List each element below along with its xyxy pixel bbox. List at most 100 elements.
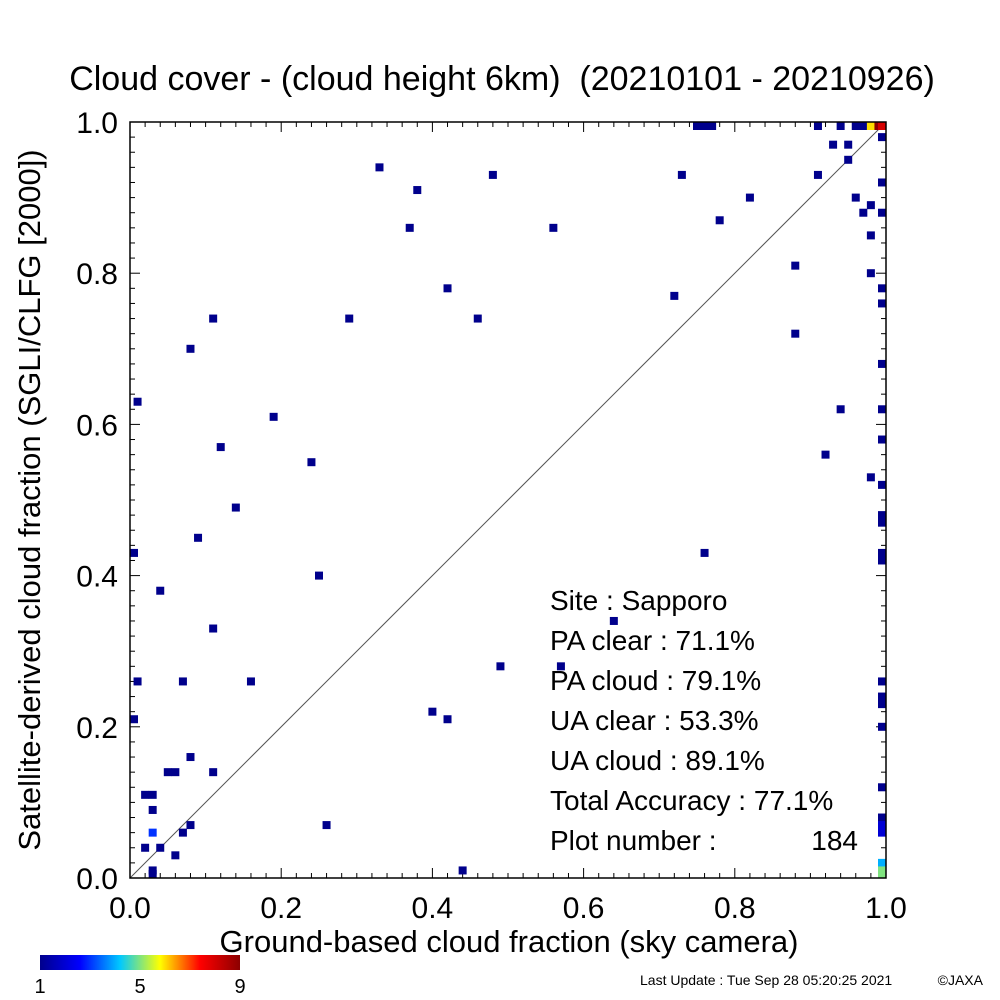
data-cell (171, 768, 180, 777)
data-cell (148, 870, 157, 878)
data-cell (878, 518, 886, 527)
data-cell (708, 122, 717, 130)
data-cell (156, 586, 165, 595)
data-cell (315, 571, 323, 580)
stat-total-accuracy: Total Accuracy : 77.1% (550, 785, 833, 816)
data-cell (836, 405, 845, 414)
stats-box: Site : Sapporo PA clear : 71.1% PA cloud… (550, 585, 858, 856)
data-cell (171, 851, 180, 860)
axis-tick-labels: 0.0 0.2 0.4 0.6 0.8 1.0 0.0 0.2 0.4 0.6 0.8 1.0 (76, 107, 907, 925)
data-cell (878, 405, 886, 414)
last-update-text: Last Update : Tue Sep 28 05:20:25 2021 (640, 972, 892, 988)
data-cell (878, 122, 886, 130)
data-cell (209, 768, 218, 777)
data-cell (307, 458, 316, 467)
x-tick-label: 0.0 (109, 892, 151, 925)
data-cell (878, 700, 886, 709)
stat-pa-clear: PA clear : 71.1% (550, 625, 755, 656)
stat-ua-cloud: UA cloud : 89.1% (550, 745, 765, 776)
data-cell (829, 140, 838, 149)
data-cell (133, 677, 142, 686)
data-cell (670, 291, 679, 300)
data-cell (322, 821, 331, 830)
data-cell (496, 662, 505, 671)
data-cells (130, 122, 886, 878)
data-cell (836, 122, 845, 130)
data-cell (791, 329, 800, 338)
data-cell (878, 480, 886, 489)
data-cell (878, 548, 886, 557)
data-cell (133, 397, 142, 406)
stat-plot-number-value: 184 (811, 825, 858, 856)
data-cell (866, 122, 875, 130)
data-cell (821, 450, 830, 459)
data-cell (178, 828, 187, 837)
data-cell (488, 170, 497, 179)
data-cell (375, 163, 384, 172)
data-cell (148, 805, 157, 814)
data-cell (163, 768, 172, 777)
data-cell (878, 208, 886, 217)
plot-frame (129, 121, 887, 879)
y-tick-label: 0.8 (76, 258, 118, 291)
x-tick-label: 1.0 (865, 892, 907, 925)
data-cell (878, 722, 886, 731)
data-cell (878, 435, 886, 444)
data-cell (246, 677, 255, 686)
data-cell (844, 155, 853, 164)
colorbar-tick-mid: 5 (134, 976, 145, 998)
x-tick-label: 0.8 (714, 892, 756, 925)
data-cell (216, 443, 225, 452)
stat-ua-clear: UA clear : 53.3% (550, 705, 759, 736)
data-cell (443, 715, 452, 724)
x-tick-label: 0.4 (412, 892, 454, 925)
stat-pa-cloud: PA cloud : 79.1% (550, 665, 761, 696)
data-cell (209, 314, 218, 323)
data-cell (428, 707, 437, 716)
data-cell (851, 193, 860, 202)
data-cell (609, 616, 618, 625)
data-cell (878, 284, 886, 293)
data-cell (148, 790, 157, 799)
x-axis-label: Ground-based cloud fraction (sky camera) (220, 924, 799, 959)
data-cell (878, 556, 886, 565)
data-cell (194, 533, 203, 542)
data-cell (878, 178, 886, 187)
data-cell (878, 870, 886, 878)
data-cell (549, 223, 558, 232)
data-cell (866, 269, 875, 278)
data-cell (813, 122, 822, 130)
y-tick-label: 0.2 (76, 712, 118, 745)
data-cell (231, 503, 240, 512)
data-cell (851, 122, 860, 130)
stat-site: Site : Sapporo (550, 585, 727, 616)
data-cell (878, 858, 886, 867)
data-cell (866, 473, 875, 482)
x-tick-label: 0.6 (563, 892, 605, 925)
data-cell (878, 299, 886, 308)
data-cell (878, 821, 886, 830)
data-cell (141, 790, 150, 799)
data-cell (443, 284, 452, 293)
data-cell (813, 170, 822, 179)
data-cell (878, 828, 886, 837)
data-cell (859, 208, 868, 217)
data-cell (700, 122, 709, 130)
data-cell (700, 548, 709, 557)
data-cell (878, 511, 886, 520)
data-cell (141, 843, 150, 852)
data-cell (405, 223, 414, 232)
data-cell (745, 193, 754, 202)
data-cell (345, 314, 354, 323)
data-cell (878, 783, 886, 792)
data-cell (458, 866, 467, 875)
data-cell (878, 813, 886, 822)
data-cell (878, 133, 886, 142)
data-cell (878, 692, 886, 701)
data-cell (791, 261, 800, 270)
data-cell (186, 753, 195, 762)
data-cell (866, 201, 875, 210)
data-cell (186, 344, 195, 353)
data-cell (677, 170, 686, 179)
